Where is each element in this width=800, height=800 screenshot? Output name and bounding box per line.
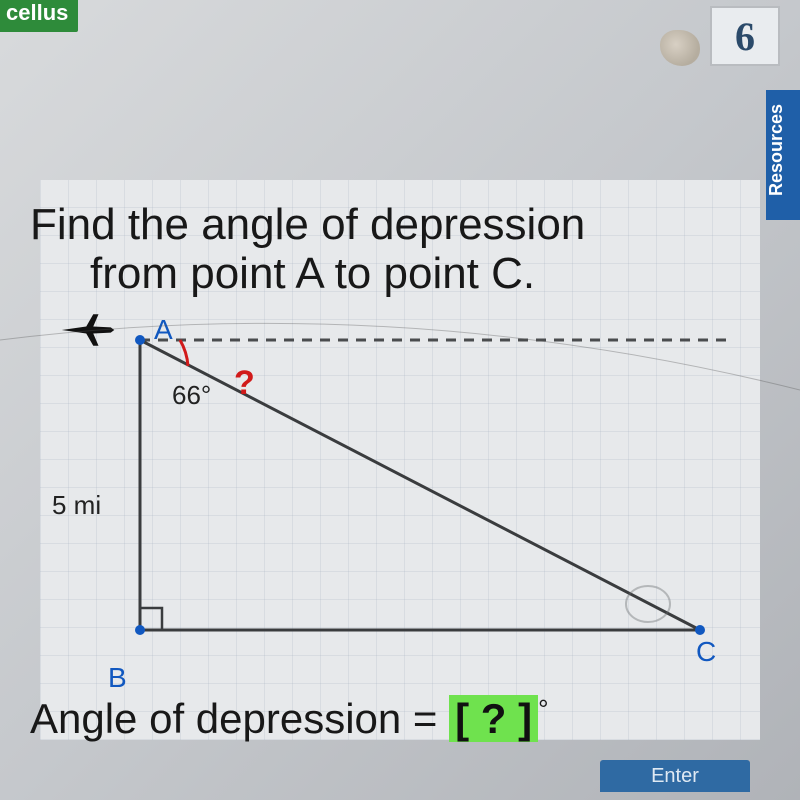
vertex-label-a: A (154, 314, 173, 346)
answer-line: Angle of depression = [ ? ]° (30, 694, 549, 743)
vertex-label-c: C (696, 636, 716, 668)
answer-degree: ° (538, 694, 548, 724)
question-prompt: Find the angle of depression from point … (30, 200, 760, 299)
side-ab-length: 5 mi (52, 490, 101, 521)
vertex-c-dot (695, 625, 705, 635)
page-root: cellus 6 Resources Find the angle of dep… (0, 0, 800, 800)
vertex-a-dot (135, 335, 145, 345)
vertex-label-b: B (108, 662, 127, 694)
enter-button[interactable]: Enter (600, 760, 750, 792)
answer-input-box[interactable]: [ ? ] (449, 695, 538, 742)
resources-tab[interactable]: Resources (766, 90, 800, 220)
answer-prefix: Angle of depression = (30, 695, 449, 742)
crumb-decoration (660, 30, 700, 66)
side-ac (140, 340, 700, 630)
vertex-b-dot (135, 625, 145, 635)
counter-box: 6 (710, 6, 780, 66)
given-angle-label: 66° (172, 380, 211, 411)
prompt-line-1: Find the angle of depression (30, 200, 760, 249)
asked-angle-label: ? (234, 364, 255, 403)
prompt-line-2: from point A to point C. (30, 249, 760, 298)
app-badge: cellus (0, 0, 78, 32)
